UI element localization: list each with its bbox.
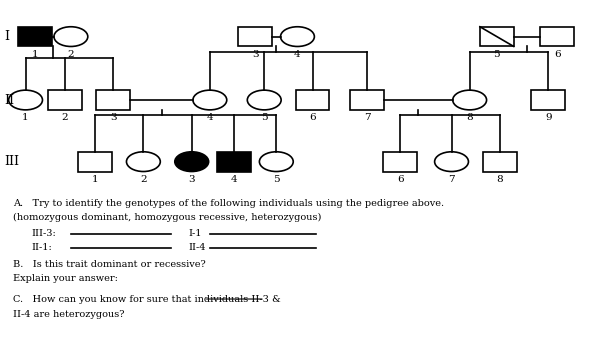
FancyBboxPatch shape (540, 27, 574, 47)
Circle shape (193, 90, 227, 110)
Text: 7: 7 (448, 175, 455, 184)
Text: 4: 4 (294, 50, 301, 59)
Text: B.   Is this trait dominant or recessive?: B. Is this trait dominant or recessive? (13, 260, 206, 269)
Text: I: I (4, 30, 10, 43)
Text: 6: 6 (309, 113, 316, 122)
Text: 4: 4 (206, 113, 213, 122)
Text: 1: 1 (92, 175, 98, 184)
Text: 8: 8 (497, 175, 503, 184)
Circle shape (126, 152, 160, 171)
Circle shape (280, 27, 314, 47)
Text: Explain your answer:: Explain your answer: (13, 274, 118, 283)
Text: 6: 6 (397, 175, 404, 184)
Text: 9: 9 (545, 113, 552, 122)
Circle shape (259, 152, 293, 171)
Text: 2: 2 (140, 175, 147, 184)
FancyBboxPatch shape (483, 152, 517, 171)
Text: 5: 5 (493, 50, 500, 59)
FancyBboxPatch shape (217, 152, 251, 171)
Text: II-1:: II-1: (32, 243, 52, 252)
Text: 3: 3 (188, 175, 195, 184)
Circle shape (8, 90, 42, 110)
Circle shape (453, 90, 487, 110)
Text: III-3:: III-3: (32, 229, 56, 237)
Text: I-1: I-1 (189, 229, 202, 237)
Text: C.   How can you know for sure that individuals II-3 &: C. How can you know for sure that indivi… (13, 295, 281, 305)
Text: A.   Try to identify the genotypes of the following individuals using the pedigr: A. Try to identify the genotypes of the … (13, 199, 444, 208)
Text: II-4: II-4 (189, 243, 206, 252)
Text: 5: 5 (273, 175, 280, 184)
Text: 2: 2 (67, 50, 74, 59)
FancyBboxPatch shape (531, 90, 565, 110)
Text: 1: 1 (32, 50, 38, 59)
FancyBboxPatch shape (350, 90, 384, 110)
Text: 8: 8 (466, 113, 473, 122)
Text: II: II (4, 93, 15, 106)
FancyBboxPatch shape (296, 90, 330, 110)
Text: 3: 3 (252, 50, 259, 59)
Text: (homozygous dominant, homozygous recessive, heterozygous): (homozygous dominant, homozygous recessi… (13, 213, 322, 222)
Circle shape (435, 152, 469, 171)
Circle shape (54, 27, 88, 47)
Text: III: III (4, 155, 19, 168)
Text: 7: 7 (364, 113, 370, 122)
FancyBboxPatch shape (78, 152, 112, 171)
Circle shape (247, 90, 281, 110)
Text: 5: 5 (261, 113, 268, 122)
FancyBboxPatch shape (480, 27, 514, 47)
Text: 1: 1 (22, 113, 29, 122)
Text: 2: 2 (61, 113, 68, 122)
Circle shape (175, 152, 209, 171)
Text: 6: 6 (554, 50, 561, 59)
Text: II-4 are heterozygous?: II-4 are heterozygous? (13, 310, 125, 318)
FancyBboxPatch shape (383, 152, 417, 171)
FancyBboxPatch shape (48, 90, 82, 110)
Text: 3: 3 (110, 113, 117, 122)
FancyBboxPatch shape (238, 27, 272, 47)
Text: 4: 4 (231, 175, 237, 184)
FancyBboxPatch shape (18, 27, 52, 47)
FancyBboxPatch shape (97, 90, 130, 110)
